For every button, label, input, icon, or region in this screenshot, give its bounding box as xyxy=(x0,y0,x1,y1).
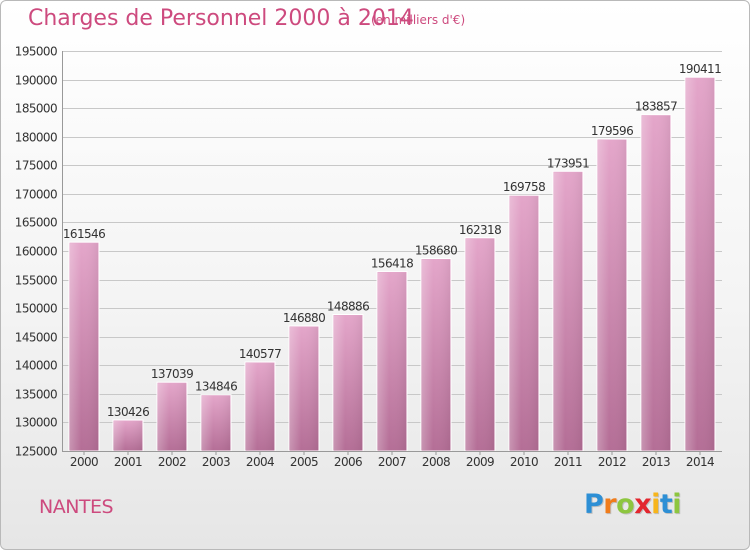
x-tick-label: 2014 xyxy=(686,455,714,469)
bar-shine xyxy=(642,115,670,450)
x-tick-label: 2007 xyxy=(378,455,406,469)
y-tick-label: 170000 xyxy=(15,188,57,202)
bar-shine xyxy=(70,243,98,450)
y-tick-label: 135000 xyxy=(15,388,57,402)
bar-shine xyxy=(334,315,362,450)
city-name: NANTES xyxy=(39,496,114,518)
x-tick-label: 2010 xyxy=(510,455,538,469)
logo-letter: r xyxy=(603,489,617,520)
bar-shine xyxy=(114,420,142,450)
x-tick-label: 2011 xyxy=(554,455,582,469)
data-label: 173951 xyxy=(547,156,589,170)
bar-shine xyxy=(422,259,450,450)
data-label: 140577 xyxy=(239,347,281,361)
data-label: 169758 xyxy=(503,180,545,194)
y-tick-label: 150000 xyxy=(15,302,57,316)
bar-shine xyxy=(246,362,274,450)
y-tick-label: 155000 xyxy=(15,274,57,288)
logo-letter: o xyxy=(616,489,635,520)
data-label: 179596 xyxy=(591,124,633,138)
logo-letter: i xyxy=(651,489,660,520)
proxiti-logo: Proxiti xyxy=(584,489,682,520)
bar-shine xyxy=(510,196,538,450)
x-tick-label: 2004 xyxy=(246,455,274,469)
data-label: 190411 xyxy=(679,62,721,76)
y-tick-label: 125000 xyxy=(15,445,57,459)
data-label: 183857 xyxy=(635,100,677,114)
x-tick-label: 2012 xyxy=(598,455,626,469)
data-label: 162318 xyxy=(459,223,501,237)
logo-letter: P xyxy=(584,489,604,520)
y-tick-label: 185000 xyxy=(15,102,57,116)
y-tick-label: 140000 xyxy=(15,359,57,373)
x-tick-label: 2009 xyxy=(466,455,494,469)
bar-shine xyxy=(598,140,626,450)
x-tick-label: 2000 xyxy=(70,455,98,469)
bar-shine xyxy=(378,272,406,450)
data-label: 158680 xyxy=(415,244,457,258)
y-tick-label: 165000 xyxy=(15,216,57,230)
x-tick-label: 2005 xyxy=(290,455,318,469)
bar-shine xyxy=(158,383,186,450)
y-tick-label: 180000 xyxy=(15,131,57,145)
logo-letter: i xyxy=(672,489,682,520)
x-tick-label: 2003 xyxy=(202,455,230,469)
y-tick-label: 195000 xyxy=(15,45,57,59)
bar-shine xyxy=(686,78,714,451)
x-tick-label: 2001 xyxy=(114,455,142,469)
y-tick-label: 145000 xyxy=(15,331,57,345)
x-tick-label: 2008 xyxy=(422,455,450,469)
bar-shine xyxy=(466,238,494,450)
data-label: 156418 xyxy=(371,256,413,270)
x-tick-label: 2002 xyxy=(158,455,186,469)
data-label: 146880 xyxy=(283,311,325,325)
x-tick-label: 2013 xyxy=(642,455,670,469)
data-label: 148886 xyxy=(327,300,369,314)
axes: 125000 130000 135000 140000 145000 150000 1550… xyxy=(15,45,722,469)
y-tick-label: 190000 xyxy=(15,74,57,88)
bar-shine xyxy=(554,172,582,450)
data-label: 161546 xyxy=(63,227,105,241)
chart-subtitle: (en milliers d'€) xyxy=(371,13,466,27)
x-tick-label: 2006 xyxy=(334,455,362,469)
data-label: 134846 xyxy=(195,380,237,394)
logo-letter: x xyxy=(634,489,652,520)
logo-letter: t xyxy=(659,489,673,520)
bar-shine xyxy=(290,326,318,450)
y-tick-label: 175000 xyxy=(15,159,57,173)
y-tick-label: 130000 xyxy=(15,416,57,430)
data-label: 130426 xyxy=(107,405,149,419)
bar-shine xyxy=(202,395,230,450)
y-tick-label: 160000 xyxy=(15,245,57,259)
data-label: 137039 xyxy=(151,367,193,381)
chart-title: Charges de Personnel 2000 à 2014 xyxy=(28,6,414,31)
